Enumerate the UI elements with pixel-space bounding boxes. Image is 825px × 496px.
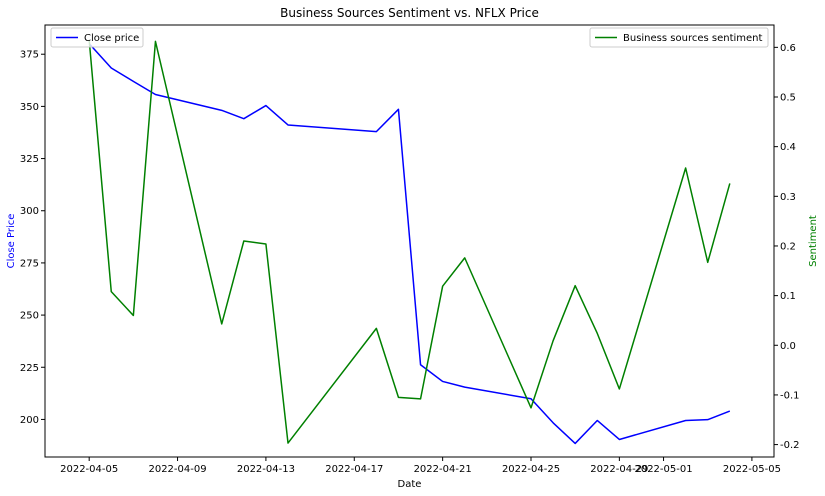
x-tick-label: 2022-04-05 <box>60 464 118 475</box>
y-left-tick-label: 275 <box>20 258 39 269</box>
x-tick-label: 2022-04-21 <box>414 464 472 475</box>
legend-close-price: Close price <box>50 27 144 48</box>
x-tick-label: 2022-04-29 <box>590 464 648 475</box>
y-left-tick-label: 325 <box>20 154 39 165</box>
y-right-tick-label: -0.2 <box>780 440 800 451</box>
y-axis-left: 200 225 250 275 300 325 350 375 <box>20 50 45 426</box>
x-tick-label: 2022-04-13 <box>237 464 295 475</box>
legend-box <box>589 27 769 48</box>
y-axis-right-label: Sentiment <box>808 215 819 267</box>
legend-business-sentiment: Business sources sentiment <box>589 27 769 48</box>
y-right-tick-label: 0.4 <box>780 142 796 153</box>
y-left-tick-label: 375 <box>20 50 39 61</box>
legend-label-close-price: Close price <box>84 33 139 44</box>
y-left-tick-label: 350 <box>20 102 39 113</box>
y-axis-left-label: Close Price <box>6 214 17 269</box>
y-right-tick-label: 0.1 <box>780 291 796 302</box>
x-tick-label: 2022-05-05 <box>723 464 781 475</box>
y-left-tick-label: 200 <box>20 415 39 426</box>
y-right-tick-label: -0.1 <box>780 390 800 401</box>
series-layer <box>88 39 731 445</box>
y-right-tick-label: 0.5 <box>780 93 796 104</box>
chart-title: Business Sources Sentiment vs. NFLX Pric… <box>280 6 539 20</box>
y-right-tick-label: 0.0 <box>780 341 796 352</box>
y-right-tick-label: 0.6 <box>780 43 796 54</box>
x-tick-label: 2022-04-09 <box>148 464 206 475</box>
x-axis: 2022-04-05 2022-04-09 2022-04-13 2022-04-17… <box>60 457 781 475</box>
x-tick-label: 2022-04-25 <box>502 464 560 475</box>
y-right-tick-label: 0.3 <box>780 192 796 203</box>
x-tick-label: 2022-05-01 <box>634 464 692 475</box>
legend-box <box>50 27 144 48</box>
series-line-close-price <box>88 43 731 445</box>
y-left-tick-label: 300 <box>20 206 39 217</box>
x-axis-label: Date <box>398 479 422 490</box>
x-tick-label: 2022-04-17 <box>325 464 383 475</box>
y-left-tick-label: 225 <box>20 363 39 374</box>
plot-area <box>44 24 775 458</box>
plot-frame <box>44 24 775 458</box>
series-line-business-sentiment <box>88 39 731 444</box>
y-right-tick-label: 0.2 <box>780 241 796 252</box>
legend-label-business-sentiment: Business sources sentiment <box>623 33 763 44</box>
y-left-tick-label: 250 <box>20 311 39 322</box>
y-axis-right: -0.2 -0.1 0.0 0.1 0.2 0.3 0.4 0.5 0.6 <box>774 43 800 451</box>
